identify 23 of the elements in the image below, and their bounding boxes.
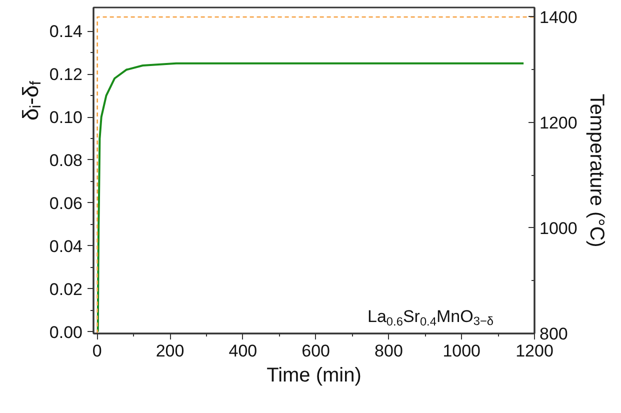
x-tick-label: 0	[92, 342, 102, 360]
x-tick-label: 1000	[442, 342, 481, 360]
y-tick-label: 0.08	[49, 150, 83, 170]
y-tick-label: 0.12	[49, 65, 83, 84]
y-tick-label: 0.10	[49, 108, 83, 128]
y2-tick-label: 1400	[540, 8, 578, 27]
y-tick-label: 0.06	[49, 194, 83, 213]
y-tick-label: 0.00	[49, 322, 83, 342]
x-tick-label: 1200	[516, 342, 554, 360]
y-axis-title: δi-δf	[18, 80, 44, 120]
x-tick-label: 400	[228, 342, 258, 360]
y2-axis-title: Temperature (°C)	[585, 94, 608, 248]
y-tick-label: 0.14	[49, 22, 83, 42]
x-tick-label: 800	[374, 342, 403, 360]
y-tick-label: 0.02	[49, 280, 83, 299]
y2-tick-label: 1000	[540, 219, 578, 238]
line-series	[96, 62, 525, 333]
x-tick-label: 600	[302, 342, 330, 360]
y2-tick-label: 800	[540, 324, 568, 344]
x-tick-label: 200	[156, 342, 184, 360]
y2-tick-label: 1200	[540, 113, 578, 132]
y-tick-label: 0.04	[49, 236, 83, 256]
x-axis-title: Time (min)	[266, 364, 362, 386]
